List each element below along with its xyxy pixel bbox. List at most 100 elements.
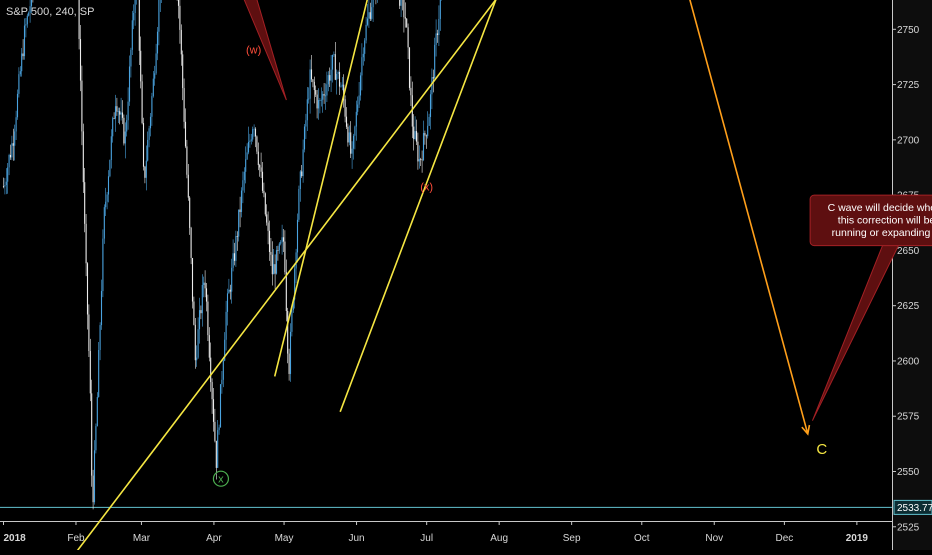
callout-text: C wave will decide whether <box>828 202 932 214</box>
candle-body <box>215 440 217 468</box>
candle-body <box>313 81 315 91</box>
candle-body <box>228 289 230 294</box>
trend-line <box>273 0 369 377</box>
candle-body <box>252 129 254 140</box>
candle-body <box>344 99 346 117</box>
candle-body <box>366 18 369 25</box>
candle-body <box>82 131 84 183</box>
candle-body <box>229 289 231 292</box>
candle-body <box>365 24 367 41</box>
candle-body <box>233 253 236 261</box>
candle-body <box>439 0 441 19</box>
x-tick-label: Nov <box>705 533 723 544</box>
candle-body <box>282 237 285 242</box>
candle-body <box>158 0 160 32</box>
candle-body <box>152 78 154 97</box>
candle-body <box>310 69 313 80</box>
candle-body <box>91 393 93 476</box>
candle-body <box>246 152 248 160</box>
candle-body <box>102 238 104 292</box>
candle-body <box>403 0 405 18</box>
x-tick-label: Oct <box>634 533 650 544</box>
candle-body <box>322 93 324 100</box>
candle-body <box>302 149 304 177</box>
candle-body <box>144 166 146 178</box>
candle-body <box>121 112 124 118</box>
candle-body <box>305 120 307 127</box>
candle-body <box>308 98 310 100</box>
candle-body <box>189 197 191 228</box>
candle-body <box>301 171 303 177</box>
candle-body <box>113 118 115 120</box>
candle-body <box>107 176 110 195</box>
candle-body <box>84 182 86 224</box>
candle-body <box>434 44 436 79</box>
y-tick-label: 2750 <box>897 25 920 36</box>
candle-body <box>191 257 194 302</box>
wave-label: (x) <box>420 182 433 194</box>
candle-body <box>184 121 187 147</box>
candle-body <box>257 151 259 166</box>
candle-body <box>263 190 265 194</box>
candle-body <box>183 88 185 122</box>
candle-body <box>347 126 349 143</box>
candle-body <box>291 310 293 332</box>
candle-body <box>424 133 426 136</box>
candle-body <box>268 230 271 252</box>
candle-body <box>435 33 437 45</box>
x-tick-label: 2019 <box>846 533 869 544</box>
candle-body <box>120 112 122 115</box>
candle-body <box>277 250 279 251</box>
candle-body <box>93 450 96 503</box>
candle-body <box>295 252 297 269</box>
x-tick-label: May <box>275 533 294 544</box>
candle-body <box>239 209 241 212</box>
candle-body <box>96 397 98 427</box>
candle-body <box>341 84 343 87</box>
candle-body <box>364 40 366 54</box>
candle-body <box>23 25 26 57</box>
price-tag-box <box>893 499 932 515</box>
candle-body <box>288 353 290 374</box>
candle-body <box>86 263 89 315</box>
candle-body <box>275 250 278 274</box>
candle-body <box>155 53 157 74</box>
candle-body <box>250 139 252 141</box>
candle-body <box>25 24 27 26</box>
candle-body <box>418 159 420 162</box>
candle-body <box>123 117 125 144</box>
candle-body <box>312 79 314 82</box>
candle-body <box>289 331 292 374</box>
x-tick-label: Mar <box>133 533 151 544</box>
candle-body <box>119 111 121 115</box>
candle-body <box>193 301 195 325</box>
candle-body <box>273 264 275 275</box>
candle-body <box>292 299 294 311</box>
candle-body <box>369 12 371 19</box>
candle-body <box>147 139 149 161</box>
candle-body <box>260 167 262 172</box>
candle-body <box>204 282 206 289</box>
candle-body <box>320 99 322 101</box>
candle-body <box>224 339 226 361</box>
candle-body <box>281 237 283 243</box>
candle-body <box>81 80 83 132</box>
chart-title: S&P 500, 240, SP <box>6 6 95 18</box>
candle-body <box>2 186 5 188</box>
candle-body <box>5 181 7 185</box>
candle-body <box>362 53 364 58</box>
callout-pointer <box>243 0 287 101</box>
candle-body <box>284 241 286 273</box>
candle-body <box>26 15 28 25</box>
y-tick-label: 2700 <box>897 135 920 146</box>
candle-body <box>432 77 434 79</box>
candle-body <box>194 324 196 361</box>
candle-body <box>324 95 327 97</box>
candle-body <box>197 329 199 358</box>
candle-body <box>78 0 80 40</box>
candle-body <box>425 135 427 137</box>
time-axis: 2018 Feb Mar Apr May Jun Jul Aug Sep Oct Nov Dec 201… <box>0 521 892 544</box>
candle-body <box>261 171 264 191</box>
